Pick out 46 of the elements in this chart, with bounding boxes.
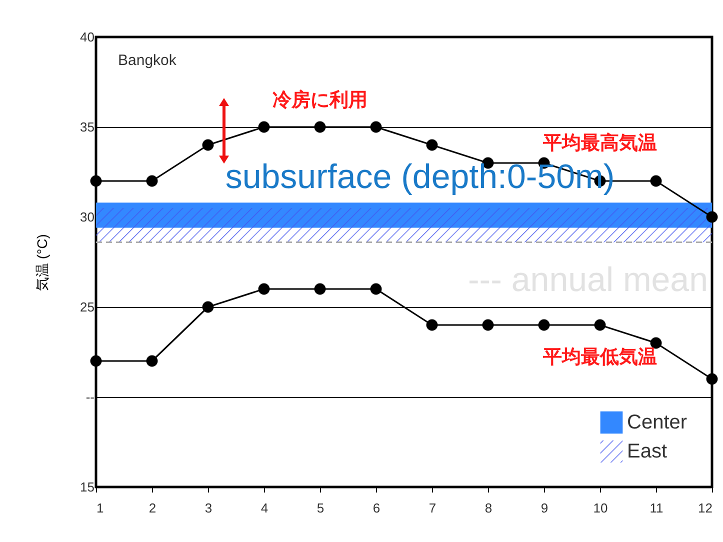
y-axis-title: 気温 (°C) bbox=[34, 234, 50, 291]
y-tick-label: 35 bbox=[80, 120, 94, 134]
point bbox=[706, 211, 718, 223]
series-label: 平均最低気温 bbox=[542, 347, 657, 368]
y-tick-label: 40 bbox=[80, 30, 94, 44]
point bbox=[314, 283, 326, 295]
x-tick-label: 4 bbox=[260, 500, 268, 516]
point bbox=[426, 319, 438, 331]
text: Bangkok bbox=[118, 52, 177, 69]
legend-label: Center bbox=[627, 412, 688, 434]
point bbox=[482, 319, 494, 331]
x-tick-label: 1 bbox=[96, 500, 104, 516]
legend-label: East bbox=[627, 440, 668, 462]
point bbox=[706, 373, 718, 385]
y-tick-label: -- bbox=[86, 390, 94, 404]
point bbox=[426, 139, 438, 151]
series-label: 平均最高気温 bbox=[542, 132, 657, 154]
y-tick-label: 25 bbox=[80, 300, 94, 314]
point bbox=[90, 175, 102, 187]
point bbox=[650, 337, 662, 349]
point bbox=[314, 121, 326, 133]
point bbox=[202, 139, 214, 151]
x-tick-label: 6 bbox=[372, 500, 380, 516]
x-tick-label: 12 bbox=[698, 500, 712, 516]
point bbox=[202, 301, 214, 313]
point bbox=[146, 355, 158, 367]
point bbox=[90, 355, 102, 367]
point bbox=[650, 175, 662, 187]
x-tick-label: 10 bbox=[593, 500, 608, 516]
x-tick-label: 11 bbox=[650, 500, 664, 516]
x-tick-label: 3 bbox=[204, 500, 212, 516]
point bbox=[370, 283, 382, 295]
point bbox=[538, 319, 550, 331]
y-tick-label: 15 bbox=[80, 480, 94, 494]
y-tick-label: 30 bbox=[80, 210, 94, 224]
x-tick-label: 5 bbox=[316, 500, 324, 516]
x-tick-label: 7 bbox=[428, 500, 436, 516]
point bbox=[594, 319, 606, 331]
x-tick-label: 2 bbox=[148, 500, 156, 516]
annotation: 冷房に利用 bbox=[272, 89, 368, 111]
point bbox=[258, 283, 270, 295]
point bbox=[146, 175, 158, 187]
point bbox=[370, 121, 382, 133]
point bbox=[258, 121, 270, 133]
x-tick-label: 9 bbox=[540, 500, 548, 516]
x-tick-label: 8 bbox=[484, 500, 492, 516]
